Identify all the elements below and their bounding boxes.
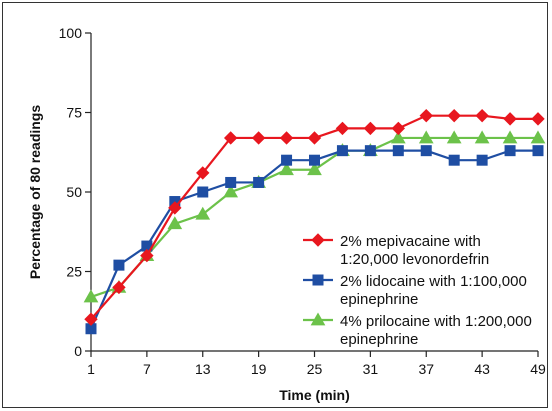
data-point (392, 145, 404, 157)
data-point (195, 206, 211, 220)
data-point (113, 259, 125, 271)
x-tick-label: 49 (530, 361, 546, 377)
axes (90, 33, 538, 352)
series-diamond (84, 108, 545, 326)
x-tick-label: 7 (143, 361, 151, 377)
data-point (475, 108, 489, 123)
data-point (83, 289, 99, 303)
y-axis-title: Percentage of 80 readings (27, 105, 43, 280)
data-point (140, 248, 154, 263)
data-point (335, 121, 350, 136)
data-point (447, 108, 461, 123)
x-tick-label: 1 (87, 361, 95, 377)
data-point (197, 186, 209, 198)
data-point (531, 112, 545, 126)
data-point (502, 130, 518, 144)
x-tick-label: 37 (418, 361, 434, 377)
data-point (168, 201, 182, 215)
data-point (84, 312, 98, 326)
legend-swatch-marker (311, 233, 325, 247)
series-square (85, 145, 544, 335)
data-point (448, 154, 460, 166)
data-point (167, 216, 183, 230)
data-point (279, 162, 294, 176)
series-layer (83, 108, 546, 335)
data-point (336, 145, 348, 157)
data-point (476, 154, 488, 166)
legend-label: epinephrine (340, 331, 418, 348)
data-point (112, 280, 126, 295)
x-axis-title: Time (min) (279, 387, 350, 403)
data-point (364, 145, 376, 157)
data-point (253, 176, 265, 188)
legend-label: 1:20,000 levonordefrin (340, 251, 489, 268)
data-point (363, 121, 378, 136)
data-point (419, 108, 433, 123)
data-point (504, 145, 516, 157)
y-tick-label: 75 (66, 105, 82, 121)
data-point (390, 130, 406, 144)
legend-label: 2% mepivacaine with (340, 233, 481, 250)
y-ticks: 0 25 50 75 100 (59, 25, 91, 359)
x-tick-label: 31 (363, 361, 379, 377)
data-point (530, 130, 546, 144)
data-point (503, 112, 517, 126)
x-tick-label: 25 (307, 361, 323, 377)
legend-label: 2% lidocaine with 1:100,000 (340, 273, 527, 290)
x-ticks: 1 7 13 19 25 31 37 43 49 (87, 351, 546, 377)
data-point (307, 162, 322, 176)
legend-label: 4% prilocaine with 1:200,000 (340, 313, 532, 330)
legend-label: epinephrine (340, 291, 418, 308)
chart-frame (2, 2, 548, 408)
data-point (418, 130, 434, 144)
legend-swatch-marker (310, 312, 326, 326)
data-point (225, 176, 237, 188)
data-point (307, 131, 322, 145)
data-point (223, 131, 238, 145)
data-point (196, 166, 210, 180)
data-point (391, 121, 406, 136)
y-tick-label: 25 (66, 264, 82, 280)
x-tick-label: 19 (251, 361, 267, 377)
data-point (474, 130, 490, 144)
data-point (446, 130, 462, 144)
data-point (223, 184, 239, 198)
legend-swatch-marker (312, 274, 324, 286)
y-tick-label: 0 (74, 343, 82, 359)
data-point (420, 145, 432, 157)
data-point (309, 154, 320, 166)
x-tick-label: 43 (474, 361, 490, 377)
x-tick-label: 13 (195, 361, 211, 377)
data-point (281, 154, 293, 166)
y-tick-label: 100 (59, 25, 83, 41)
data-point (251, 131, 266, 145)
data-point (532, 145, 544, 157)
y-tick-label: 50 (66, 184, 82, 200)
data-point (279, 131, 294, 145)
